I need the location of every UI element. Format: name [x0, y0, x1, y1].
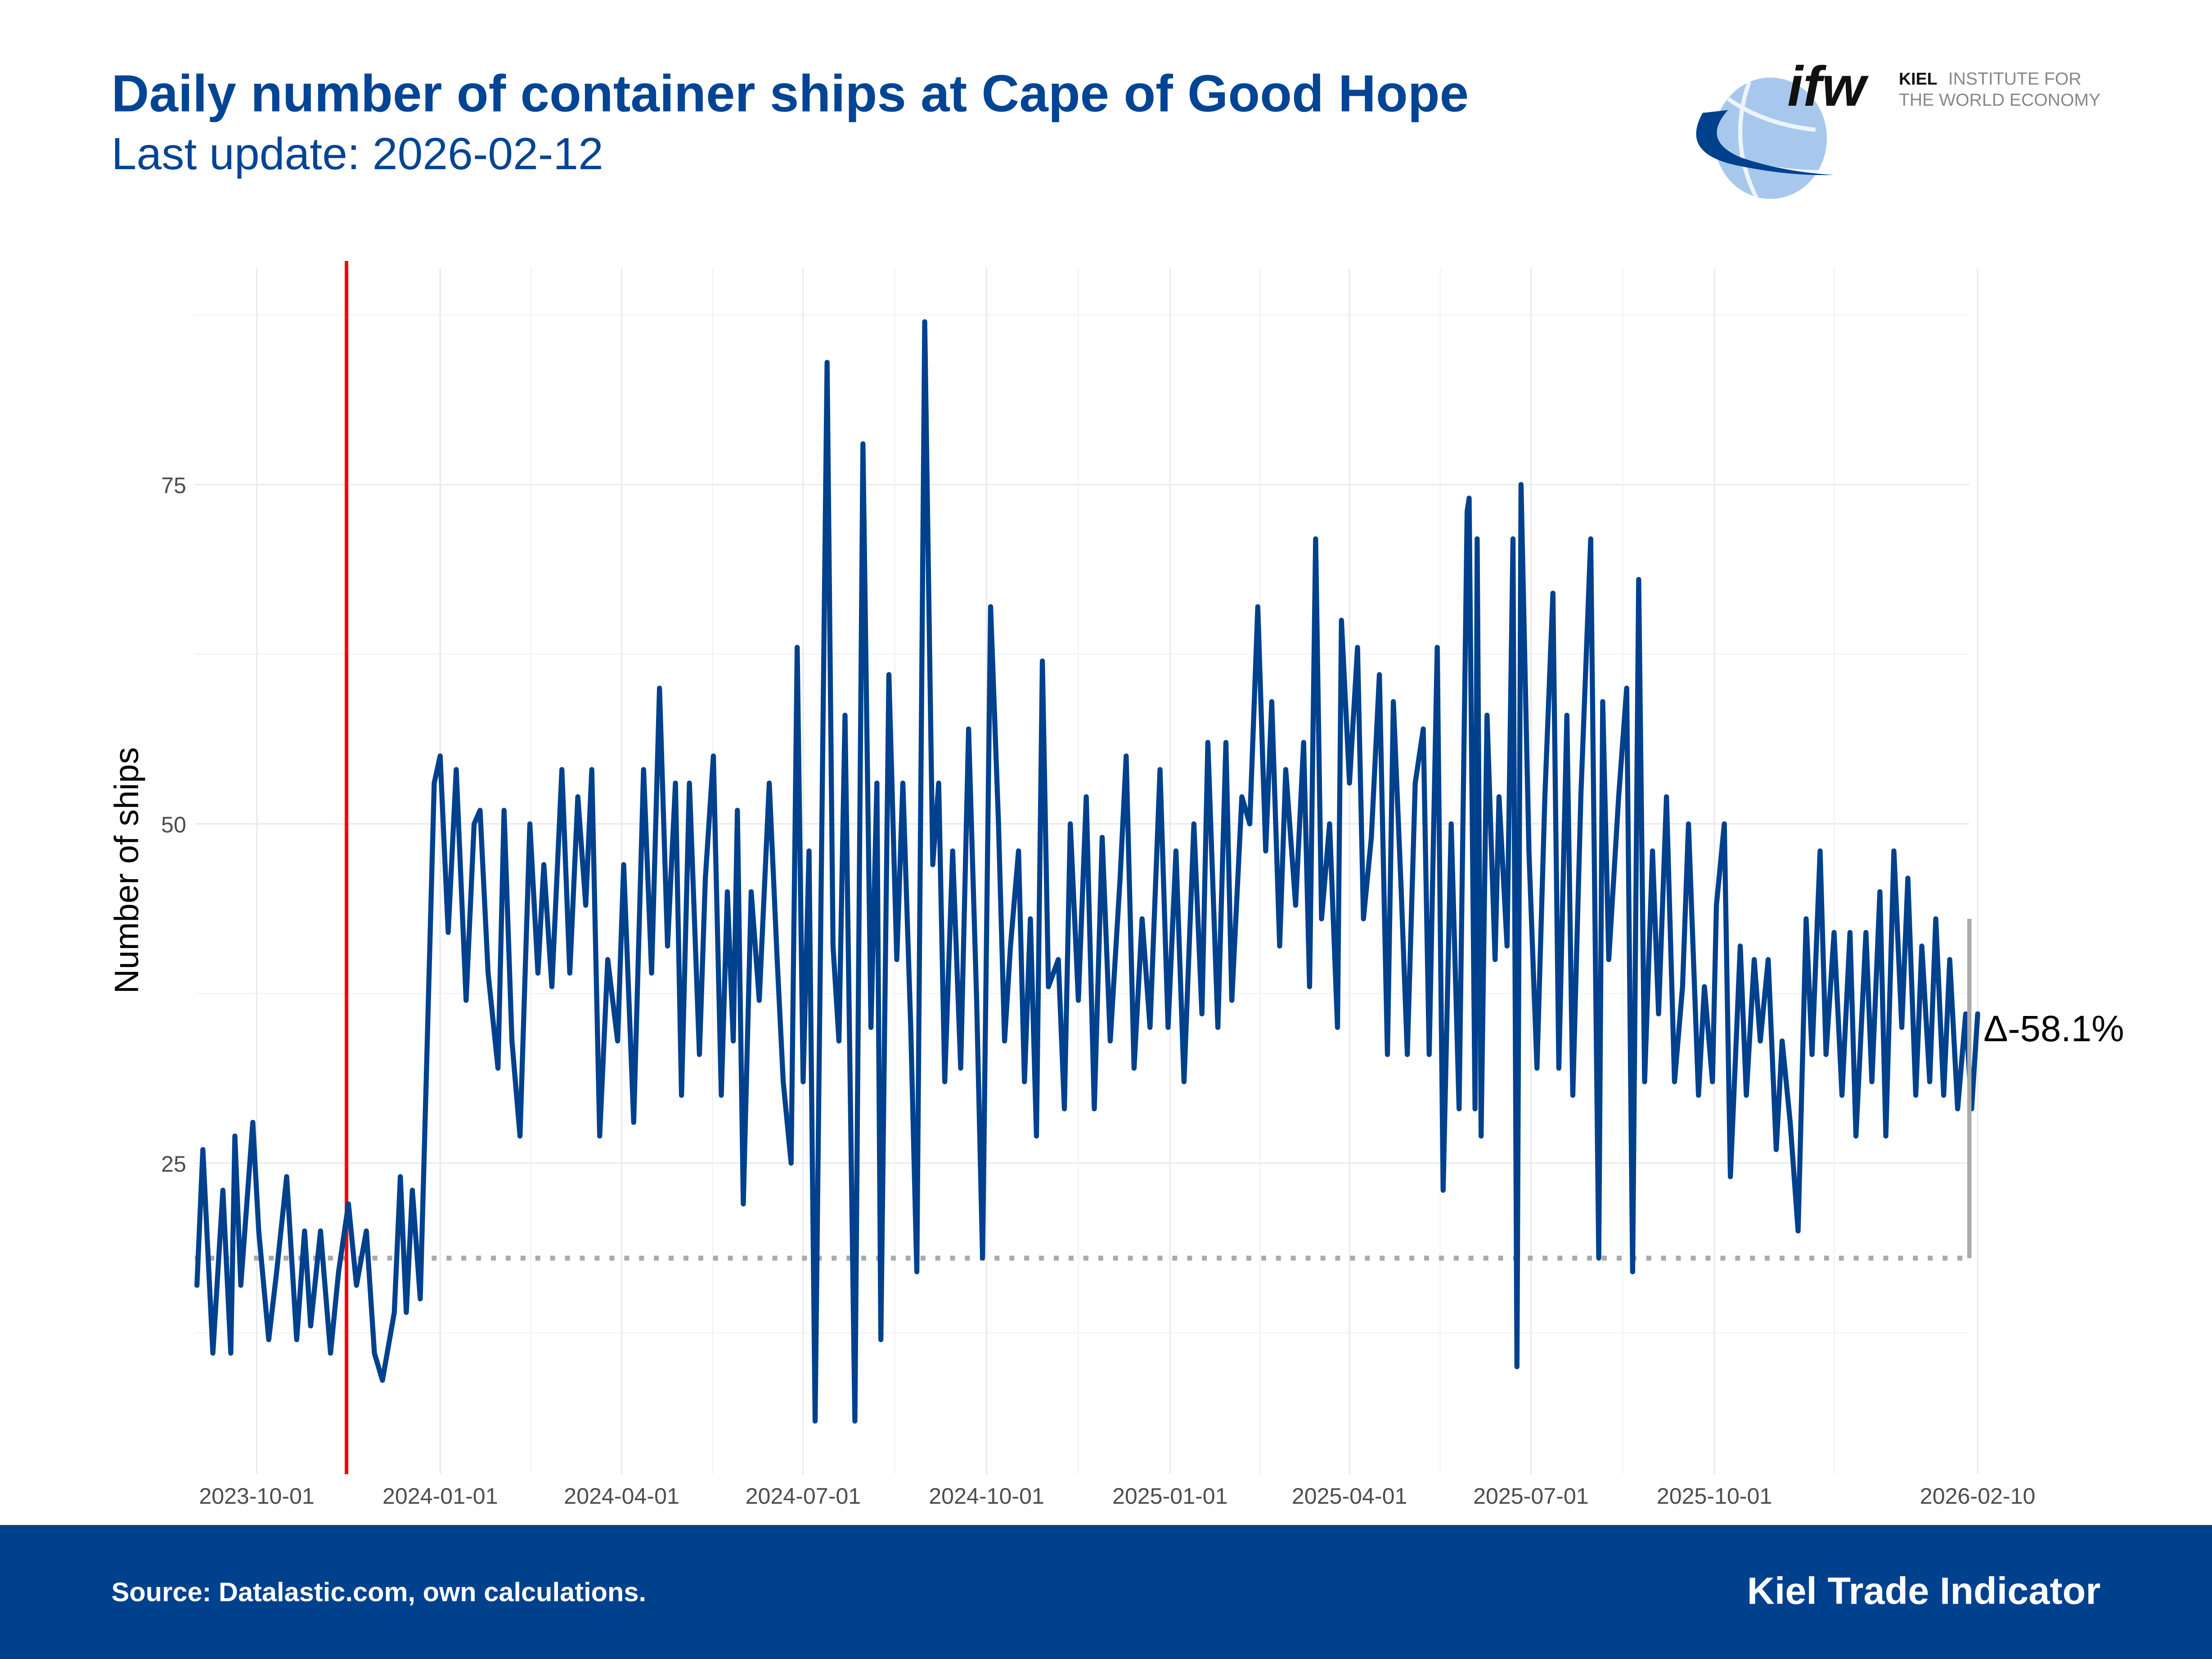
marks [194, 261, 1980, 1475]
x-tick-label: 2025-07-01 [1473, 1484, 1589, 1509]
brand-name: Kiel Trade Indicator [1747, 1570, 2101, 1613]
source-note: Source: Datalastic.com, own calculations… [111, 1578, 647, 1609]
ifw-logo: ifw KIEL INSTITUTE FOR THE WORLD ECONOMY [1696, 54, 2100, 199]
x-tick-label: 2024-10-01 [929, 1484, 1044, 1509]
x-tick-label: 2025-04-01 [1292, 1484, 1407, 1509]
x-tick-label: 2025-10-01 [1657, 1484, 1772, 1509]
grid [194, 268, 1978, 1475]
x-tick-label: 2026-02-10 [1920, 1484, 2036, 1509]
y-tick-label: 25 [161, 1151, 186, 1177]
logo-line1: INSTITUTE FOR [1948, 69, 2082, 89]
y-tick-label: 75 [161, 473, 186, 498]
footer: Source: Datalastic.com, own calculations… [0, 1525, 2212, 1659]
page-title: Daily number of container ships at Cape … [111, 65, 1469, 123]
logo-line2: THE WORLD ECONOMY [1899, 90, 2100, 110]
delta-label: Δ-58.1% [1983, 1008, 2124, 1049]
x-tick-label: 2023-10-01 [199, 1484, 315, 1509]
y-tick-label: 50 [161, 812, 186, 837]
last-update: Last update: 2026-02-12 [111, 128, 603, 180]
logo-mark: ifw [1787, 54, 1869, 118]
series-line [194, 319, 1980, 1424]
x-tick-label: 2024-01-01 [382, 1484, 498, 1509]
y-axis-labels: 25 50 75 [161, 473, 186, 1177]
logo-line1-bold: KIEL [1899, 69, 1938, 88]
y-axis-title: Number of ships [108, 747, 145, 994]
x-axis-labels: 2023-10-01 2024-01-01 2024-04-01 2024-07-01… [199, 1484, 2035, 1509]
x-tick-label: 2025-01-01 [1112, 1484, 1228, 1509]
x-tick-label: 2024-07-01 [746, 1484, 861, 1509]
x-tick-label: 2024-04-01 [564, 1484, 679, 1509]
